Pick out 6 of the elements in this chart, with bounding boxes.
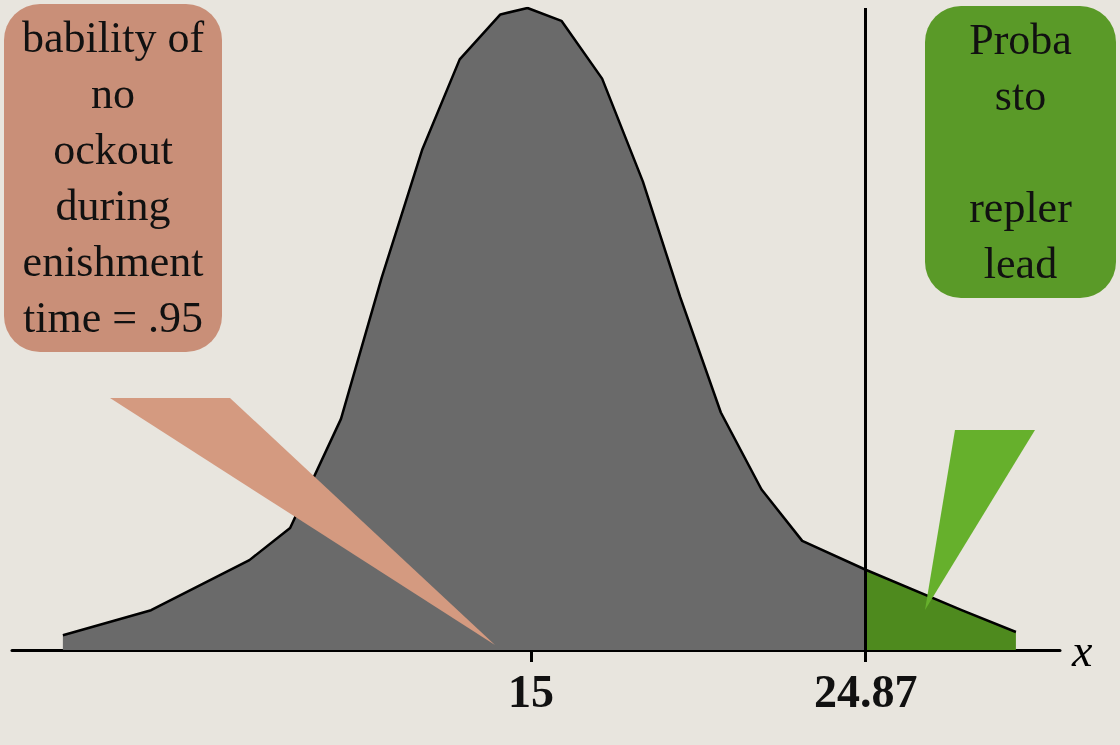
x-axis-title: x: [1071, 624, 1093, 676]
annotation: bability of no ockout during enishment time = .95: [4, 4, 223, 352]
speech-bubble: bability of no ockout during enishment time = .95: [4, 4, 495, 645]
x-tick-label: 24.87: [813, 665, 918, 717]
x-tick-label: 15: [507, 665, 554, 717]
speech-bubble: Proba sto repler lead: [925, 6, 1116, 610]
